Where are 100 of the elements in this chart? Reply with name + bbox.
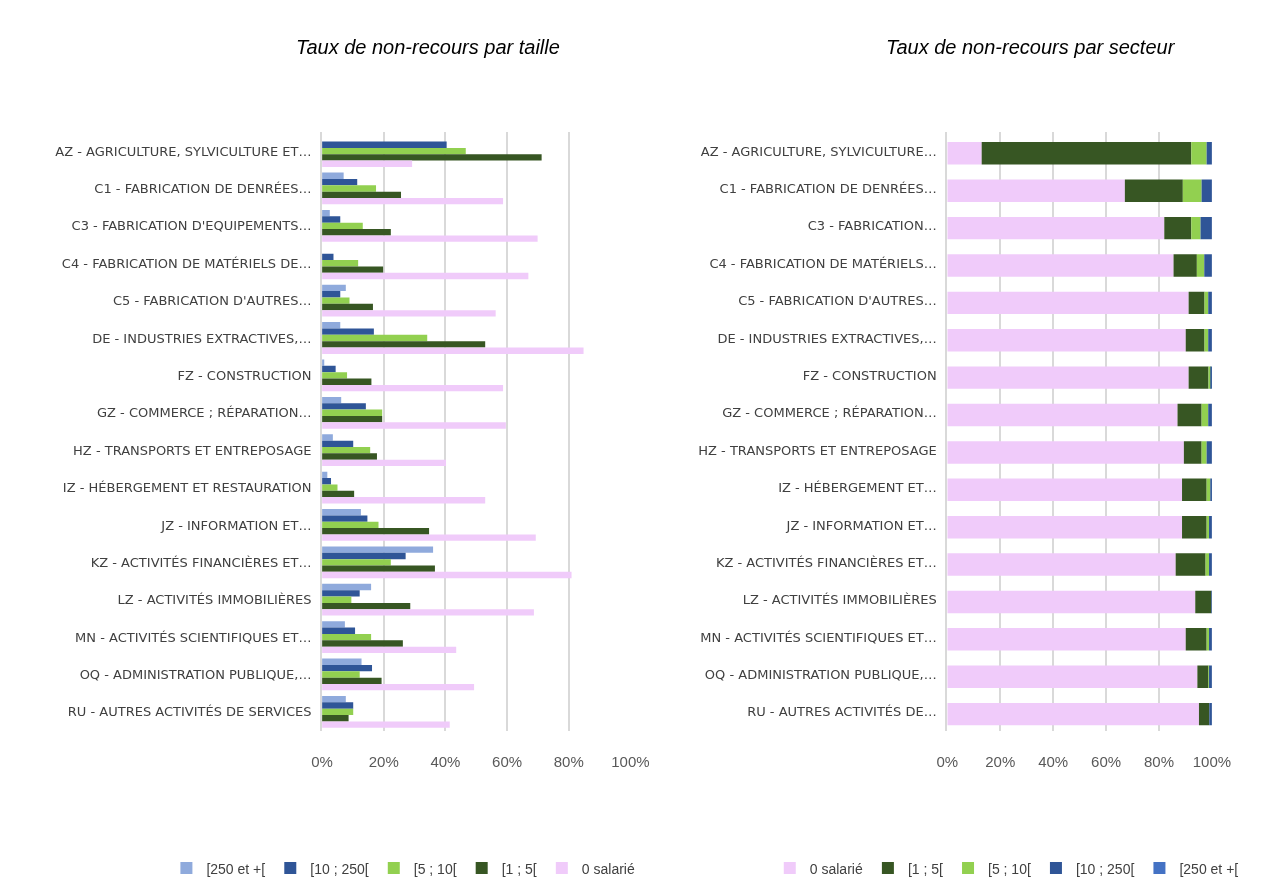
bar (322, 484, 338, 491)
bar (322, 297, 350, 304)
x-tick-label: 80% (1143, 752, 1175, 770)
bar (322, 640, 403, 647)
bar (322, 229, 391, 236)
bar (322, 677, 382, 685)
bar (322, 596, 352, 603)
bar (322, 365, 336, 373)
bar (322, 521, 379, 529)
bar (322, 627, 356, 634)
x-tick-label: 60% (492, 752, 523, 770)
bar (947, 254, 1174, 277)
bar (322, 384, 504, 392)
bar (322, 621, 345, 628)
y-tick-label: C4 - FABRICATION DE MATÉRIELS DE… (61, 255, 312, 271)
bar (1185, 329, 1205, 352)
bar (322, 422, 506, 429)
y-tick-label: C3 - FABRICATION D'EQUIPEMENTS… (71, 218, 312, 234)
bar (322, 310, 496, 317)
bar (322, 633, 372, 641)
bar (1124, 179, 1183, 202)
bar (947, 590, 1196, 614)
y-tick-label: GZ - COMMERCE ; RÉPARATION… (96, 405, 312, 421)
bar (322, 191, 402, 198)
y-tick-label: FZ - CONSTRUCTION (177, 367, 312, 383)
y-tick-label: JZ - INFORMATION ET… (160, 517, 312, 533)
bar (1191, 216, 1201, 240)
y-tick-label: AZ - AGRICULTURE, SYLVICULTURE ET… (55, 143, 312, 159)
y-tick-label: LZ - ACTIVITÉS IMMOBILIÈRES (117, 592, 312, 608)
bar (1197, 665, 1209, 688)
bar (322, 658, 362, 665)
y-tick-label: C1 - FABRICATION DE DENRÉES… (94, 181, 312, 197)
x-tick-label: 40% (1038, 752, 1069, 770)
bar (1188, 291, 1205, 315)
bar (947, 553, 1176, 576)
bar (322, 546, 434, 553)
bar (981, 142, 1192, 165)
y-tick-label: OQ - ADMINISTRATION PUBLIQUE,… (704, 667, 937, 683)
bar (322, 590, 360, 597)
x-tick-label: 100% (611, 752, 650, 770)
bar (1201, 441, 1207, 464)
bar (322, 185, 377, 192)
y-tick-label: C1 - FABRICATION DE DENRÉES… (719, 181, 937, 197)
bar (322, 154, 542, 161)
y-tick-label: GZ - COMMERCE ; RÉPARATION… (722, 405, 937, 421)
x-tick-label: 20% (368, 752, 399, 770)
bar (322, 434, 333, 441)
legend-label: [5 ; 10[ (413, 860, 457, 877)
bar (947, 665, 1198, 688)
bar (1182, 478, 1207, 502)
bar (322, 664, 373, 672)
bar (322, 178, 358, 186)
legend-label: 0 salarié (809, 860, 863, 877)
bar (1191, 142, 1207, 165)
bar (1185, 628, 1207, 651)
bar (322, 715, 349, 722)
bar (322, 272, 529, 280)
bar (322, 235, 538, 242)
bar (322, 378, 372, 385)
bar (1164, 216, 1192, 240)
bar (322, 602, 411, 610)
bar (1182, 515, 1207, 539)
bar (322, 347, 584, 354)
y-tick-label: C5 - FABRICATION D'AUTRES… (112, 293, 312, 309)
bar (322, 708, 354, 716)
chart-title: Taux de non-recours par taille (296, 36, 560, 58)
bar (322, 490, 355, 498)
bar (322, 459, 447, 467)
bar (322, 571, 572, 579)
bar (322, 446, 371, 454)
bar (322, 565, 435, 572)
y-tick-label: LZ - ACTIVITÉS IMMOBILIÈRES (742, 592, 937, 608)
bar (1177, 403, 1202, 427)
y-tick-label: IZ - HÉBERGEMENT ET… (778, 480, 937, 496)
bar (322, 141, 447, 148)
bar (1183, 441, 1202, 464)
bar (322, 284, 346, 292)
bar (322, 702, 354, 709)
legend-label: 0 salarié (581, 860, 635, 877)
bar (322, 515, 368, 522)
y-tick-label: KZ - ACTIVITÉS FINANCIÈRES ET… (90, 554, 312, 570)
bar (322, 266, 384, 273)
y-tick-label: AZ - AGRICULTURE, SYLVICULTURE… (700, 143, 937, 159)
bar (1175, 553, 1206, 576)
bar (1182, 179, 1202, 202)
bar (322, 328, 374, 335)
bar (322, 341, 486, 348)
x-tick-label: 100% (1192, 752, 1232, 770)
legend-label: [1 ; 5[ (907, 860, 944, 877)
y-tick-label: RU - AUTRES ACTIVITÉS DE SERVICES (67, 704, 312, 720)
bar (322, 216, 341, 223)
bar (947, 216, 1165, 240)
bar (322, 671, 360, 678)
bar (322, 415, 383, 423)
y-tick-label: KZ - ACTIVITÉS FINANCIÈRES ET… (715, 554, 937, 570)
bar (947, 515, 1183, 539)
bar (947, 403, 1178, 427)
x-tick-label: 20% (985, 752, 1016, 770)
bar (947, 291, 1189, 315)
bar (1196, 254, 1205, 277)
